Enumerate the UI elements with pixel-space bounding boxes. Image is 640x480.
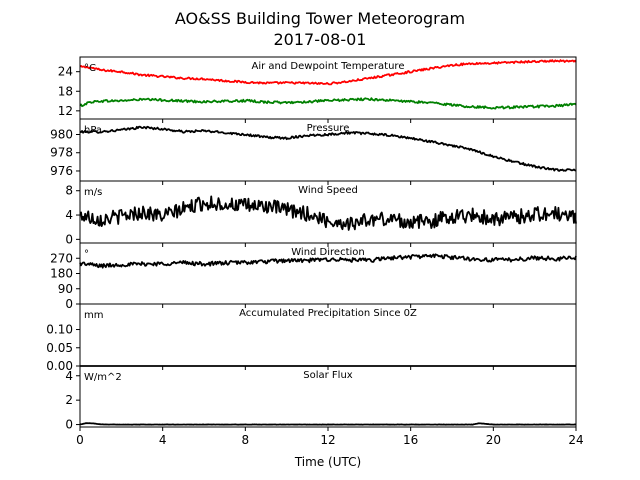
x-tick-label: 24 [568, 433, 583, 447]
series-line-3-0 [79, 253, 577, 269]
series-line-2-0 [79, 195, 577, 231]
y-tick-label: 4 [65, 208, 73, 222]
x-tick-label: 8 [242, 433, 250, 447]
y-tick-label: 12 [58, 104, 73, 118]
panel-unit-label: m/s [84, 187, 102, 198]
y-tick-label: 18 [58, 84, 73, 98]
chart-title: AO&SS Building Tower Meteorogram [175, 9, 465, 28]
y-tick-label: 0.10 [46, 323, 73, 337]
x-tick-label: 16 [403, 433, 418, 447]
y-tick-label: 976 [50, 164, 73, 178]
x-tick-label: 0 [76, 433, 84, 447]
series-line-0-1 [79, 97, 577, 110]
chart-subtitle: 2017-08-01 [274, 30, 367, 49]
y-tick-label: 980 [50, 128, 73, 142]
x-tick-label: 20 [486, 433, 501, 447]
y-tick-label: 4 [65, 369, 73, 383]
panel-unit-label: hPa [84, 125, 102, 136]
y-tick-label: 270 [50, 251, 73, 265]
panel-unit-label: °C [84, 63, 96, 74]
y-tick-label: 0 [65, 297, 73, 311]
panel-unit-label: W/m^2 [84, 372, 122, 383]
y-tick-label: 2 [65, 393, 73, 407]
x-axis: 0 4 8 12 16 20 24 [76, 119, 584, 447]
y-tick-label: 978 [50, 146, 73, 160]
x-axis-label: Time (UTC) [294, 455, 361, 469]
series-line-1-0 [79, 125, 577, 172]
y-tick-label: 0 [65, 418, 73, 432]
panel-title: Solar Flux [303, 370, 353, 381]
y-tick-label: 24 [58, 65, 73, 79]
y-tick-label: 0.05 [46, 341, 73, 355]
y-tick-label: 180 [50, 267, 73, 281]
panel-title: Accumulated Precipitation Since 0Z [239, 308, 417, 319]
y-tick-label: 8 [65, 184, 73, 198]
x-tick-label: 4 [159, 433, 167, 447]
series-line-0-0 [79, 59, 577, 86]
x-tick-label: 12 [320, 433, 335, 447]
panel-unit-label: mm [84, 310, 103, 321]
series-line-5-0 [79, 422, 577, 426]
y-tick-label: 0.00 [46, 359, 73, 373]
panel-unit-label: ° [84, 249, 89, 260]
panel-title: Air and Dewpoint Temperature [252, 61, 405, 72]
y-tick-label: 90 [58, 282, 73, 296]
panel-title: Wind Speed [298, 185, 358, 196]
panel-title: Wind Direction [291, 247, 365, 258]
panel-title: Pressure [307, 123, 350, 134]
y-tick-label: 0 [65, 232, 73, 246]
